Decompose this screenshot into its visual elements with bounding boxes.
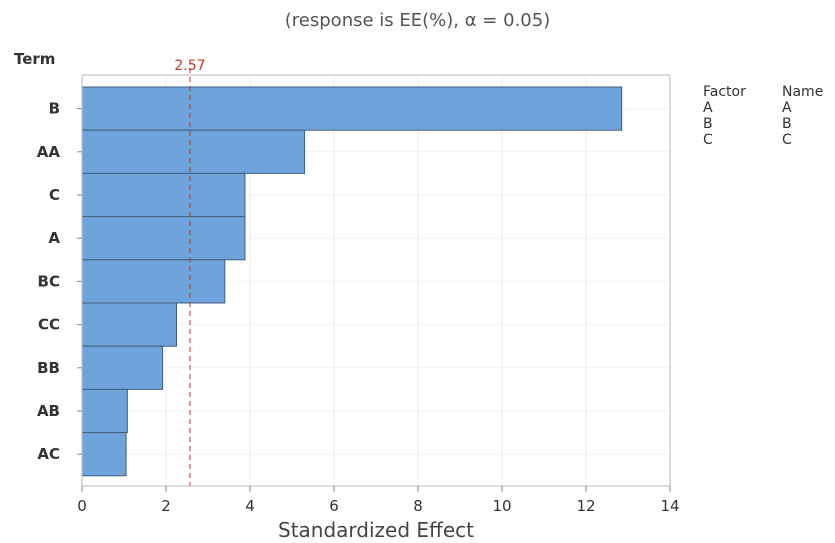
plot-frame <box>81 74 671 487</box>
x-tick-label-6: 6 <box>329 497 339 515</box>
legend-name-b: B <box>782 116 792 132</box>
bar-b <box>81 86 623 131</box>
x-tick-label-14: 14 <box>660 497 679 515</box>
y-tick-label-b: B <box>49 100 60 118</box>
legend-factor-header: Factor <box>703 84 746 100</box>
bar-a <box>81 216 246 261</box>
legend-factor-a: A <box>703 100 713 116</box>
y-tick-label-ab: AB <box>37 402 60 420</box>
bar-cc <box>81 302 177 347</box>
y-tick-label-a: A <box>48 229 60 247</box>
legend-name-a: A <box>782 100 792 116</box>
legend-factor-column: Factor A B C <box>703 84 746 148</box>
legend-name-c: C <box>782 132 792 148</box>
x-tick-label-8: 8 <box>413 497 423 515</box>
bar-aa <box>81 129 306 174</box>
legend-factor-c: C <box>703 132 713 148</box>
x-axis-label: Standardized Effect <box>278 518 474 542</box>
y-tick-label-aa: AA <box>37 143 61 161</box>
x-tick-label-2: 2 <box>161 497 171 515</box>
bar-ac <box>81 432 127 477</box>
y-tick-label-bc: BC <box>38 272 60 290</box>
chart-subtitle: (response is EE(%), α = 0.05) <box>284 10 551 31</box>
x-tick-label-0: 0 <box>77 497 87 515</box>
x-tick-label-10: 10 <box>492 497 511 515</box>
y-tick-label-bb: BB <box>37 359 60 377</box>
legend-factor-b: B <box>703 116 713 132</box>
y-tick-label-ac: AC <box>37 445 60 463</box>
bar-c <box>81 172 246 218</box>
y-tick-label-cc: CC <box>38 316 60 334</box>
y-axis-label: Term <box>14 50 56 68</box>
x-tick-label-4: 4 <box>245 497 255 515</box>
bar-bc <box>81 259 226 304</box>
legend-name-column: Name A B C <box>782 84 823 148</box>
x-tick-label-12: 12 <box>576 497 595 515</box>
bar-bb <box>81 345 164 390</box>
bar-ab <box>81 388 128 434</box>
y-tick-label-c: C <box>49 186 60 204</box>
legend-name-header: Name <box>782 84 824 100</box>
reference-line-label: 2.57 <box>174 58 205 74</box>
